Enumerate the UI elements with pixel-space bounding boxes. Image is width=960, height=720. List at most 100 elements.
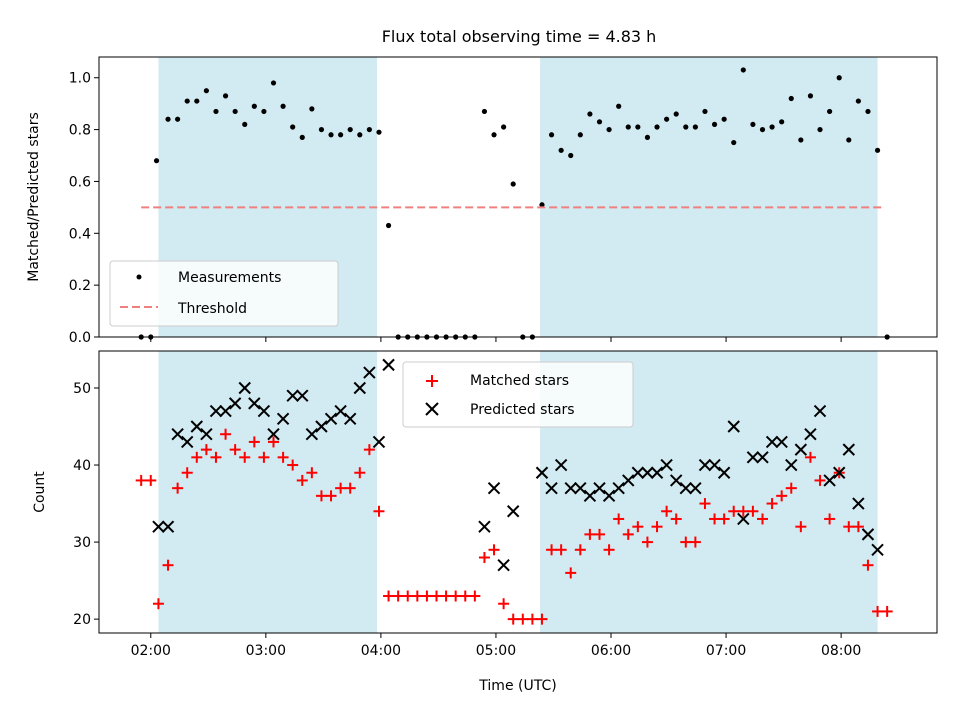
matched-star-point — [593, 528, 605, 540]
x-tick-label: 02:00 — [131, 643, 171, 659]
predicted-star-point — [161, 520, 175, 533]
top-legend: Measurements Threshold — [109, 260, 339, 327]
matched-star-point — [804, 451, 816, 463]
matched-star-point — [344, 482, 356, 494]
predicted-star-point — [612, 481, 625, 495]
matched-star-point — [162, 559, 174, 571]
measurement-point — [481, 108, 488, 115]
measurement-point — [587, 111, 593, 117]
legend-label-matched-stars: Matched stars — [470, 373, 569, 389]
matched-star-point — [536, 613, 548, 625]
matched-star-point — [881, 605, 893, 617]
matched-star-point — [210, 451, 222, 463]
bottom-panel: 20 30 40 50 02:00 03:00 04:00 05:00 06:00 07:00 08… — [32, 350, 938, 694]
predicted-star-point — [871, 543, 884, 556]
predicted-star-point — [717, 466, 731, 479]
measurement-point — [203, 88, 209, 94]
measurement-point — [664, 116, 670, 122]
measurement-point — [261, 108, 267, 115]
measurement-point — [501, 124, 507, 130]
matched-star-point — [335, 482, 347, 494]
predicted-star-point — [564, 481, 577, 495]
y-tick-label: 0.4 — [69, 226, 91, 242]
matched-star-point — [507, 613, 519, 625]
measurement-point — [347, 126, 353, 133]
matched-star-point — [555, 544, 567, 556]
y-tick-label: 20 — [73, 612, 91, 628]
predicted-star-point — [487, 481, 501, 495]
y-tick-label: 40 — [73, 458, 91, 474]
matched-star-point — [306, 467, 318, 479]
matched-star-point — [354, 467, 366, 479]
y-tick-label: 1.0 — [69, 71, 91, 87]
chart-title: Flux total observing time = 4.83 h — [382, 27, 657, 46]
matched-star-point — [383, 590, 395, 602]
matched-star-point — [373, 505, 385, 517]
matched-star-point — [172, 482, 184, 494]
matched-star-point — [421, 590, 433, 602]
measurement-point — [338, 132, 344, 138]
predicted-star-point — [344, 412, 357, 426]
matched-star-point — [718, 513, 730, 525]
y-tick-label: 50 — [73, 381, 91, 397]
predicted-star-point — [650, 466, 664, 479]
measurement-point — [865, 108, 871, 115]
predicted-star-point — [324, 412, 338, 426]
predicted-star-point — [209, 404, 223, 418]
shaded-interval — [540, 57, 878, 337]
predicted-star-point — [785, 458, 798, 472]
measurement-point — [759, 126, 766, 133]
matched-star-point — [431, 590, 443, 602]
measurement-point — [827, 108, 833, 115]
matched-star-point — [268, 436, 280, 448]
measurement-point — [702, 108, 708, 115]
matched-star-point — [191, 451, 203, 463]
matched-star-point — [402, 590, 414, 602]
matched-star-point — [498, 598, 510, 610]
matched-star-point — [363, 444, 375, 456]
predicted-star-point — [219, 404, 232, 418]
matched-star-point — [852, 521, 864, 533]
predicted-star-point — [813, 404, 827, 418]
predicted-star-point — [181, 435, 194, 449]
matched-star-point — [862, 559, 874, 571]
matched-star-point — [728, 505, 740, 517]
matched-star-point — [181, 467, 193, 479]
matched-star-point — [392, 590, 404, 602]
predicted-star-point — [315, 420, 328, 433]
matched-star-point — [135, 474, 147, 486]
x-tick-label: 04:00 — [361, 643, 401, 659]
measurement-point — [846, 137, 852, 143]
predicted-star-point — [727, 420, 740, 433]
measurement-point — [855, 98, 861, 104]
predicted-star-point — [334, 404, 347, 418]
shaded-interval — [158, 351, 378, 633]
legend-label-measurements: Measurements — [178, 270, 281, 286]
bottom-y-axis-label: Count — [32, 471, 48, 513]
predicted-star-point — [276, 412, 290, 426]
predicted-star-point — [852, 497, 865, 510]
predicted-star-point — [296, 389, 309, 402]
matched-star-point — [411, 590, 423, 602]
predicted-star-point — [631, 466, 645, 479]
top-y-axis-label: Matched/Predicted stars — [26, 112, 42, 282]
predicted-star-point — [660, 458, 673, 472]
measurement-point — [153, 158, 160, 164]
predicted-star-point — [583, 489, 597, 503]
predicted-star-point — [622, 474, 635, 487]
matched-star-point — [450, 590, 462, 602]
matched-star-point — [200, 444, 212, 456]
matched-star-point — [843, 521, 855, 533]
measurement-point — [779, 119, 785, 125]
measurement-point — [539, 202, 545, 208]
matched-star-point — [277, 451, 289, 463]
measurement-point — [213, 108, 219, 115]
top-panel: 0.0 0.2 0.4 0.6 0.8 1.0 Matched/Predicted sta… — [26, 56, 938, 346]
measurement-point — [309, 106, 315, 112]
legend-marker-measurements — [136, 274, 142, 280]
matched-star-point — [478, 551, 490, 563]
measurement-point — [318, 126, 325, 133]
predicted-star-point — [861, 528, 875, 541]
matched-star-point — [670, 513, 682, 525]
predicted-star-point — [267, 428, 280, 441]
